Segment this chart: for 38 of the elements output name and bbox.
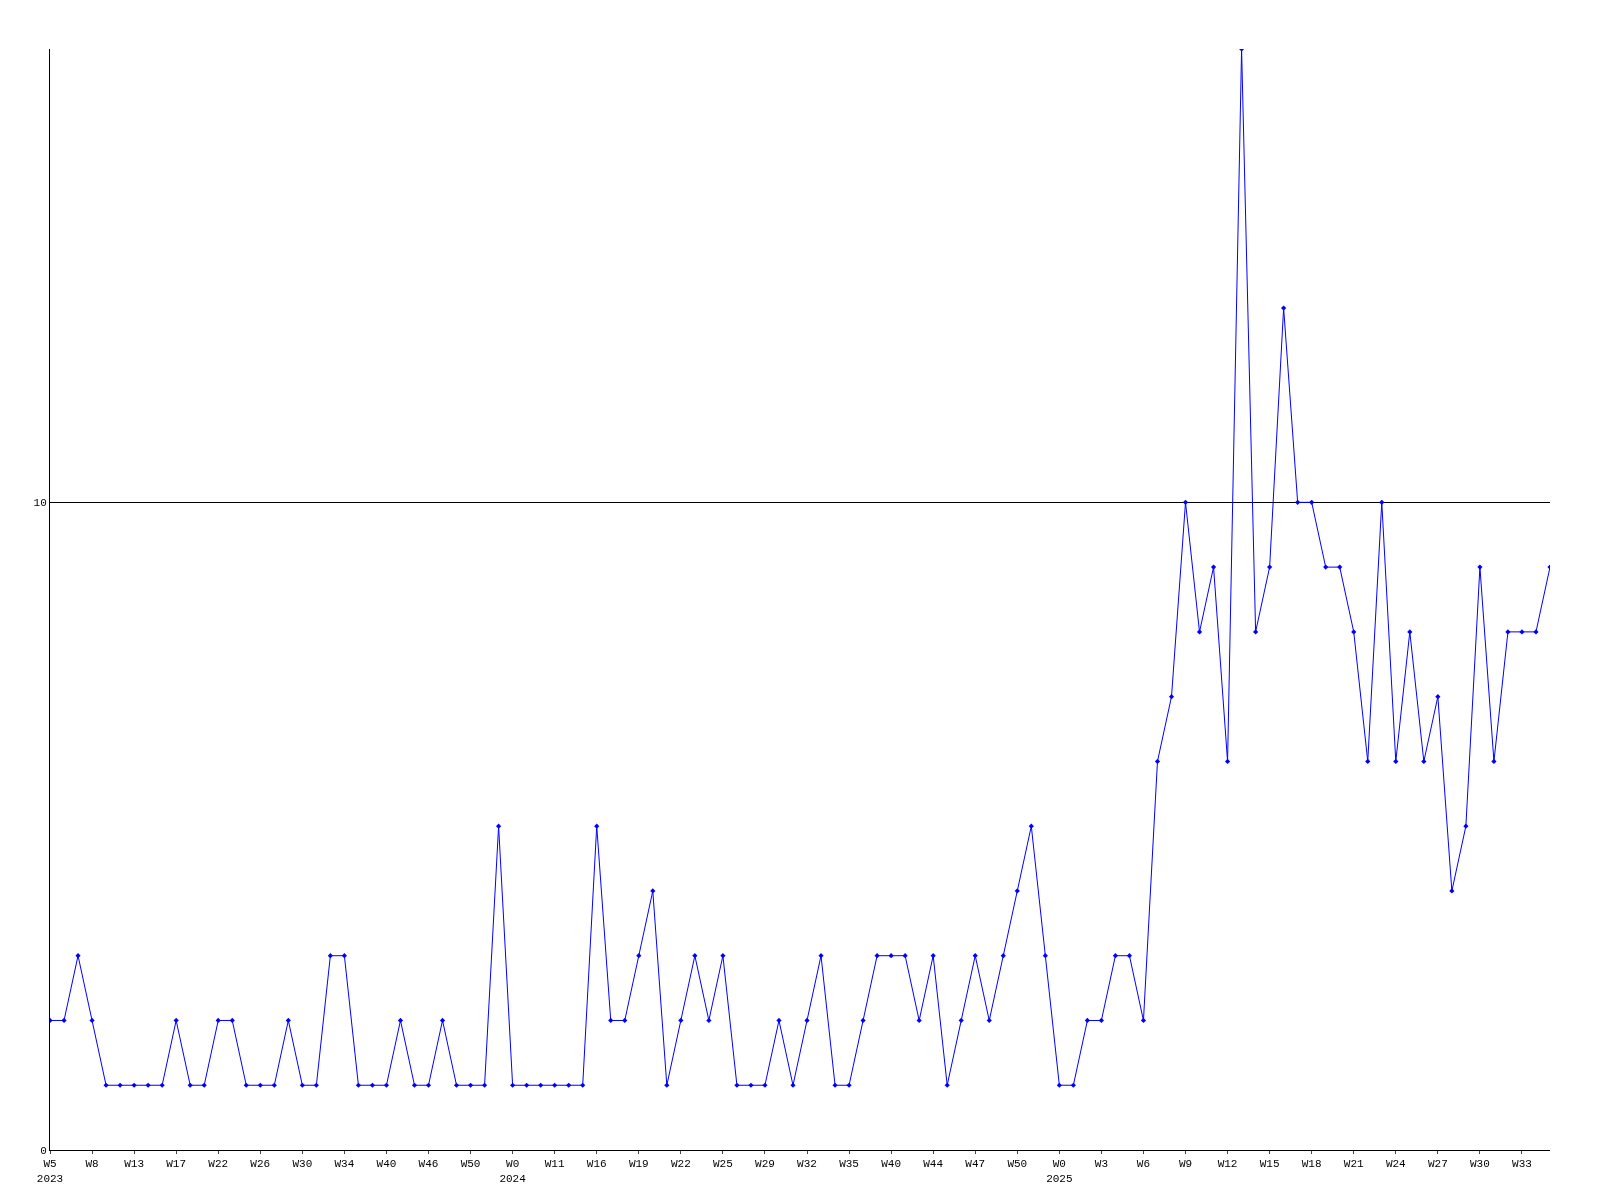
- x-tick-label: W29: [755, 1158, 775, 1171]
- x-tick-label: W17: [166, 1158, 187, 1171]
- x-tick-label: W18: [1301, 1158, 1322, 1171]
- x-tick-label: W6: [1136, 1158, 1151, 1171]
- x-tick-label: W30: [292, 1158, 313, 1171]
- y-tick-label: 10: [33, 497, 47, 510]
- x-tick-label: W16: [586, 1158, 607, 1171]
- x-tick-label: W44: [923, 1158, 944, 1171]
- x-tick-label: W9: [1178, 1158, 1193, 1171]
- y-tick-label: 0: [40, 1144, 47, 1157]
- x-tick-label: W3: [1094, 1158, 1108, 1171]
- x-tick-label: W22: [670, 1158, 691, 1171]
- x-tick-label: W15: [1259, 1158, 1280, 1171]
- x-tick-label: W40: [881, 1158, 902, 1171]
- x-tick-label: W11: [544, 1158, 565, 1171]
- x-tick-label: W0 2024: [499, 1158, 527, 1185]
- x-tick-label: W21: [1343, 1158, 1365, 1171]
- x-tick-label: W12: [1217, 1158, 1238, 1171]
- x-tick-label: W26: [250, 1158, 271, 1171]
- x-tick-label: W25: [712, 1158, 733, 1171]
- x-tick-label: W19: [628, 1158, 649, 1171]
- x-tick-label: W5 2023: [36, 1158, 64, 1185]
- x-tick-label: W27: [1427, 1158, 1448, 1171]
- x-tick-label: W24: [1385, 1158, 1407, 1171]
- x-tick-label: W34: [334, 1158, 355, 1171]
- x-tick-label: W22: [208, 1158, 229, 1171]
- x-tick-label: W32: [797, 1158, 817, 1171]
- x-tick-label: W40: [376, 1158, 397, 1171]
- x-tick-label: W47: [965, 1158, 986, 1171]
- x-tick-label: W13: [124, 1158, 145, 1171]
- x-tick-label: W35: [839, 1158, 859, 1171]
- x-tick-label: W8: [85, 1158, 99, 1171]
- x-tick-label: W33: [1512, 1158, 1532, 1171]
- x-tick-label: W30: [1470, 1158, 1490, 1171]
- x-tick-label: W46: [418, 1158, 439, 1171]
- x-tick-label: W50: [1007, 1158, 1028, 1171]
- x-tick-label: W50: [460, 1158, 481, 1171]
- x-tick-label: W0 2025: [1046, 1158, 1073, 1185]
